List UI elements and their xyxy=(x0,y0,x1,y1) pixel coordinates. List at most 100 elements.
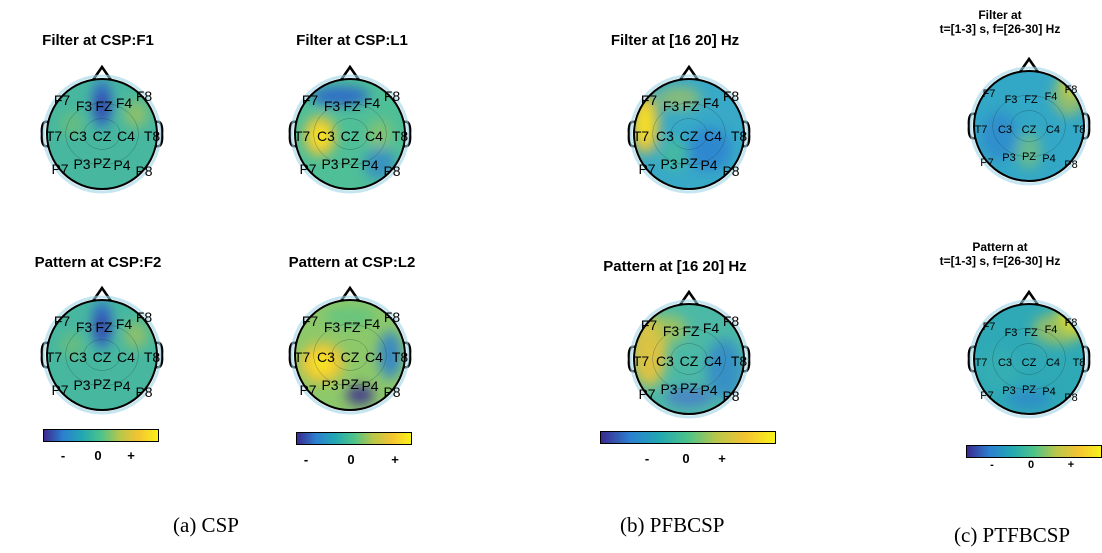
electrode-label-p7: P7 xyxy=(51,161,68,177)
head-halo xyxy=(42,295,162,415)
electrode-label-f8: F8 xyxy=(384,88,401,104)
electrode-label-p4: P4 xyxy=(700,157,717,173)
electrode-label-f7: F7 xyxy=(54,92,71,108)
title-csp-filter-l1: Filter at CSP:L1 xyxy=(296,32,408,49)
topomap-pfbcsp-filter: F7 F3 FZ F4 F8 T7 C3 CZ C4 T8 P7 P3 PZ P4 P8 xyxy=(627,64,751,194)
electrode-label-p3: P3 xyxy=(660,381,677,397)
title-csp-filter-f1: Filter at CSP:F1 xyxy=(42,32,154,49)
electrode-label-c4: C4 xyxy=(117,128,135,144)
electrode-label-c4: C4 xyxy=(117,349,135,365)
topomap-activation-blob xyxy=(346,385,374,405)
electrode-label-f3: F3 xyxy=(663,98,680,114)
electrode-label-f7: F7 xyxy=(302,92,319,108)
electrode-label-f4: F4 xyxy=(1045,91,1058,103)
electrode-label-f8: F8 xyxy=(1065,317,1078,329)
electrode-label-t8: T8 xyxy=(731,353,748,369)
electrode-label-t8: T8 xyxy=(1073,124,1086,136)
head-halo xyxy=(290,74,410,194)
topomap-activation-blob xyxy=(97,92,107,120)
electrode-label-pz: PZ xyxy=(680,380,698,396)
electrode-label-f8: F8 xyxy=(723,88,740,104)
electrode-label-p3: P3 xyxy=(321,156,338,172)
electrode-label-fz: FZ xyxy=(95,319,113,335)
electrode-label-t8: T8 xyxy=(392,128,409,144)
tick-zero: 0 xyxy=(347,452,355,467)
electrode-label-cz: CZ xyxy=(1022,357,1037,369)
head-outline xyxy=(633,303,745,415)
electrode-label-c3: C3 xyxy=(656,128,674,144)
electrode-label-f7: F7 xyxy=(983,321,996,333)
topomap-csp-filter-l1: F7 F3 FZ F4 F8 T7 C3 CZ C4 T8 P7 P3 PZ P4 P8 xyxy=(288,64,412,194)
tick-minus: - xyxy=(990,459,994,471)
topomap-pfbcsp-pattern: F7 F3 FZ F4 F8 T7 C3 CZ C4 T8 P7 P3 PZ P4 P8 xyxy=(627,289,751,419)
head-halo xyxy=(969,299,1089,419)
electrode-label-cz: CZ xyxy=(341,349,360,365)
electrode-label-p3: P3 xyxy=(321,377,338,393)
electrode-label-fz: FZ xyxy=(343,319,361,335)
topomap-activation-blob xyxy=(364,148,396,180)
electrode-label-p8: P8 xyxy=(722,163,739,179)
head-outline xyxy=(973,70,1085,182)
topomap-contour xyxy=(652,102,726,166)
electrode-label-t8: T8 xyxy=(1073,357,1086,369)
topomap-contour xyxy=(652,327,726,391)
electrode-label-t8: T8 xyxy=(144,349,161,365)
title-pfbcsp-pattern: Pattern at [16 20] Hz xyxy=(603,258,747,275)
topomap-activation-blob xyxy=(1017,133,1041,169)
electrode-label-f3: F3 xyxy=(324,319,341,335)
topomap-csp-filter-f1: F7 F3 FZ F4 F8 T7 C3 CZ C4 T8 P7 P3 PZ P4 P8 xyxy=(40,64,164,194)
electrode-label-c4: C4 xyxy=(1046,124,1060,136)
electrode-label-p4: P4 xyxy=(113,157,130,173)
electrode-label-p8: P8 xyxy=(383,384,400,400)
caption-a: (a) CSP xyxy=(173,513,239,537)
head-halo xyxy=(969,66,1089,186)
topomap-contour xyxy=(331,118,369,150)
electrode-label-p3: P3 xyxy=(660,156,677,172)
colorbar-ptfbcsp xyxy=(966,445,1102,458)
electrode-label-p8: P8 xyxy=(722,388,739,404)
electrode-label-f4: F4 xyxy=(364,316,381,332)
topomap-activation-blob xyxy=(651,315,687,343)
electrode-label-c3: C3 xyxy=(998,124,1012,136)
topomap-csp-pattern-l2: F7 F3 FZ F4 F8 T7 C3 CZ C4 T8 P7 P3 PZ P4 P8 xyxy=(288,285,412,415)
colorbar-ticks-csp-right: - 0 + xyxy=(296,452,410,468)
electrode-label-fz: FZ xyxy=(95,98,113,114)
topomap-activation-blob xyxy=(368,120,392,148)
head-halo xyxy=(629,74,749,194)
electrode-label-t7: T7 xyxy=(633,128,650,144)
electrode-label-p4: P4 xyxy=(1042,153,1055,165)
electrode-label-f4: F4 xyxy=(703,95,720,111)
electrode-label-p4: P4 xyxy=(700,382,717,398)
title-pfbcsp-filter: Filter at [16 20] Hz xyxy=(610,32,740,49)
electrode-label-p7: P7 xyxy=(299,382,316,398)
electrode-label-cz: CZ xyxy=(93,349,112,365)
electrode-label-cz: CZ xyxy=(1022,124,1037,136)
title-ptfbcsp-filter-line1: Filter at xyxy=(978,8,1022,22)
topomap-activation-blob xyxy=(97,313,107,341)
head-outline xyxy=(973,303,1085,415)
electrode-label-pz: PZ xyxy=(93,155,111,171)
title-ptfbcsp-filter: Filter at t=[1-3] s, f=[26-30] Hz xyxy=(910,8,1090,36)
topomap-contour xyxy=(83,118,121,150)
topomap-ptfbcsp-pattern: F7 F3 FZ F4 F8 T7 C3 CZ C4 T8 P7 P3 PZ P4 P8 xyxy=(967,289,1091,419)
electrode-label-fz: FZ xyxy=(1024,327,1038,339)
topomap-ptfbcsp-filter: F7 F3 FZ F4 F8 T7 C3 CZ C4 T8 P7 P3 PZ P4 P8 xyxy=(967,56,1091,186)
electrode-label-f3: F3 xyxy=(1005,327,1018,339)
topomap-csp-pattern-f2: F7 F3 FZ F4 F8 T7 C3 CZ C4 T8 P7 P3 PZ P4 P8 xyxy=(40,285,164,415)
tick-zero: 0 xyxy=(1027,459,1035,471)
topomap-activation-blob xyxy=(706,339,742,399)
electrode-label-p8: P8 xyxy=(1064,159,1077,171)
tick-plus: + xyxy=(391,452,399,467)
head-halo xyxy=(42,74,162,194)
electrode-label-p7: P7 xyxy=(980,157,993,169)
topomap-contour xyxy=(1010,343,1048,375)
head-outline xyxy=(46,78,158,190)
electrode-label-p4: P4 xyxy=(361,157,378,173)
title-csp-pattern-l2: Pattern at CSP:L2 xyxy=(288,254,416,271)
electrode-label-pz: PZ xyxy=(341,376,359,392)
electrode-label-p3: P3 xyxy=(1002,385,1015,397)
title-ptfbcsp-pattern-line2: t=[1-3] s, f=[26-30] Hz xyxy=(939,254,1061,268)
colorbar-ticks-csp-left: - 0 + xyxy=(43,448,157,464)
electrode-label-t7: T7 xyxy=(46,349,63,365)
title-csp-pattern-f2: Pattern at CSP:F2 xyxy=(34,254,162,271)
